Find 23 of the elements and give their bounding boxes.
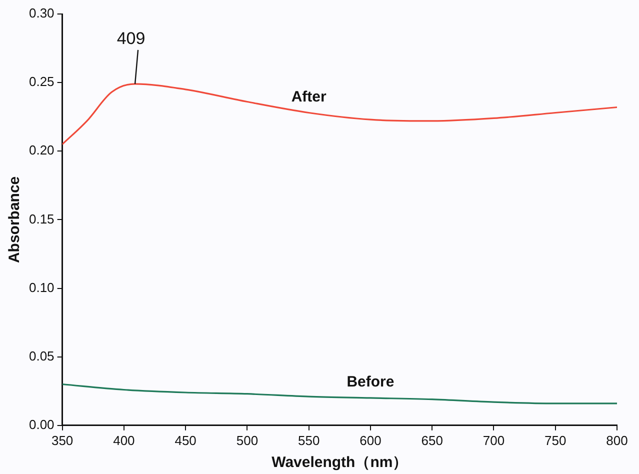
y-tick-label: 0.00 — [28, 416, 54, 432]
x-tick-label: 700 — [482, 432, 505, 448]
x-tick-label: 650 — [421, 432, 443, 448]
x-tick-label: 800 — [606, 432, 628, 448]
x-tick-label: 550 — [298, 432, 320, 448]
x-tick-label: 350 — [51, 432, 74, 448]
series-label: Before — [346, 374, 394, 391]
x-axis-title: Wavelength（nm） — [272, 454, 408, 472]
y-tick-label: 0.05 — [28, 348, 54, 364]
x-tick-label: 450 — [174, 432, 196, 448]
x-tick-label: 750 — [544, 432, 566, 448]
y-tick-label: 0.25 — [28, 74, 54, 90]
y-axis-title: Absorbance — [6, 176, 24, 264]
annotation: 409 — [116, 29, 146, 48]
series-label: After — [291, 88, 326, 106]
x-tick-label: 400 — [113, 432, 135, 448]
y-tick-label: 0.15 — [28, 211, 54, 226]
y-tick-label: 0.30 — [28, 6, 54, 21]
y-tick-label: 0.20 — [28, 142, 54, 158]
line-series — [62, 83, 617, 146]
x-tick-label: 600 — [360, 432, 382, 448]
y-tick-label: 0.10 — [28, 280, 54, 295]
x-tick-label: 500 — [236, 432, 258, 448]
